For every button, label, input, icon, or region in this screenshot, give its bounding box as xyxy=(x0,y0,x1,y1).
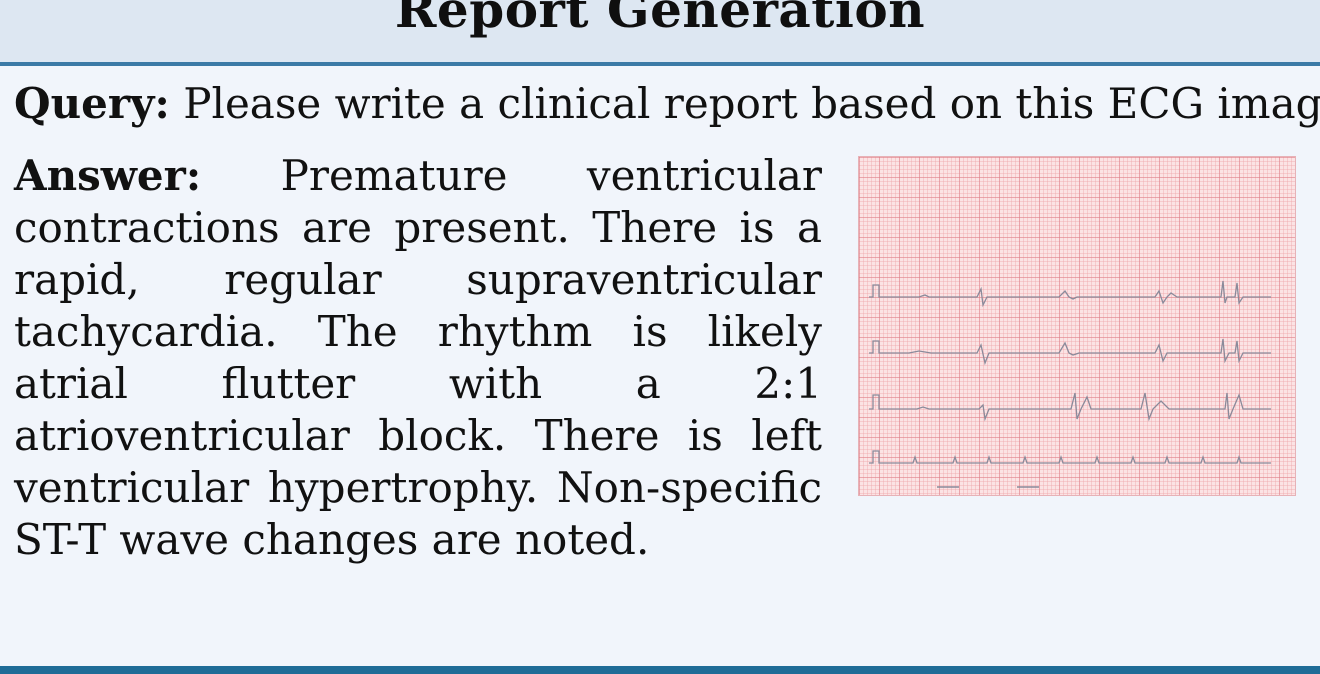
answer-label: Answer: xyxy=(14,151,202,200)
answer-paragraph: Answer: Premature ventricular contractio… xyxy=(14,150,822,566)
query-label: Query: xyxy=(14,79,170,128)
query-line: Query: Please write a clinical report ba… xyxy=(14,78,1320,130)
ecg-lead-row-3 xyxy=(869,392,1271,422)
ecg-image xyxy=(858,156,1296,496)
answer-text: Premature ventricular contractions are p… xyxy=(14,151,822,564)
header-bar: Report Generation xyxy=(0,0,1320,66)
bottom-rule xyxy=(0,666,1320,674)
ecg-traces xyxy=(869,280,1271,464)
ecg-lead-row-1 xyxy=(869,280,1271,308)
page-title: Report Generation xyxy=(394,0,926,39)
ecg-lead-row-2 xyxy=(869,338,1271,366)
query-text: Please write a clinical report based on … xyxy=(183,79,1320,128)
ecg-lead-row-4 xyxy=(869,450,1271,464)
ecg-tracing-graphic xyxy=(869,280,1271,488)
